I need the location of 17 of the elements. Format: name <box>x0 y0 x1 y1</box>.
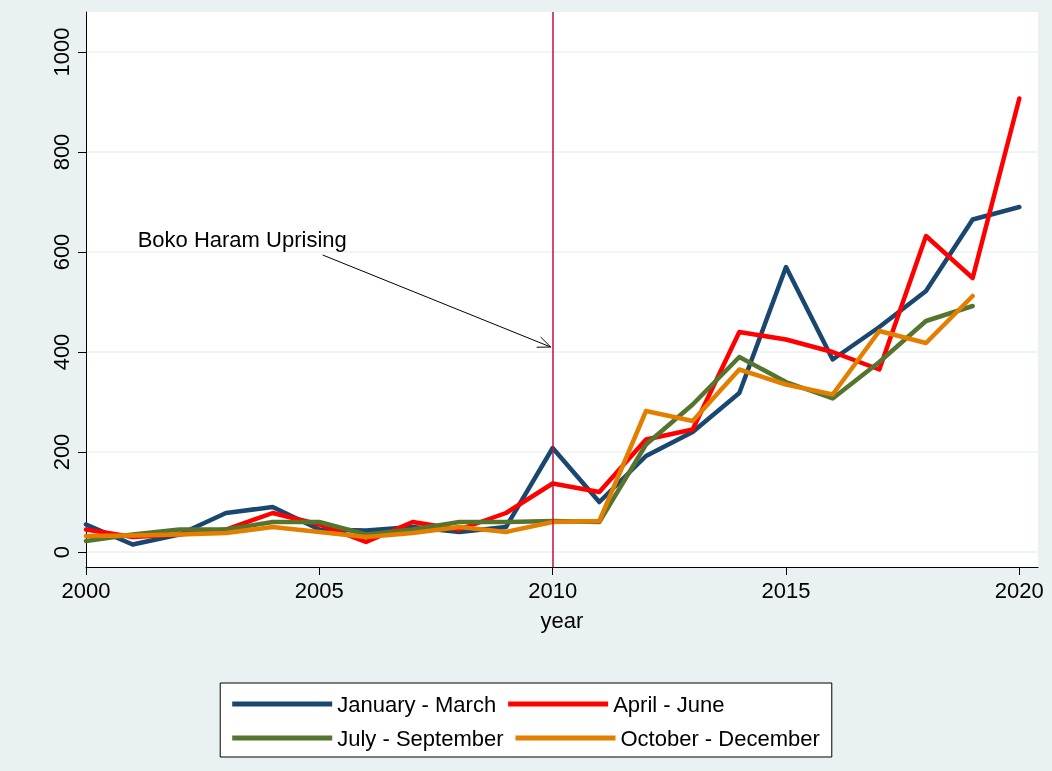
y-tick-label: 400 <box>48 333 74 371</box>
x-tick-label: 2000 <box>61 577 111 603</box>
y-tick-label: 200 <box>48 433 74 471</box>
y-tick-label: 800 <box>48 133 74 171</box>
y-tick-label: 0 <box>48 545 74 559</box>
legend-label: July - September <box>337 725 504 751</box>
y-tick-label: 1000 <box>48 27 74 77</box>
legend-label: October - December <box>620 725 820 751</box>
legend-label: April - June <box>613 691 725 717</box>
y-tick-label: 600 <box>48 233 74 271</box>
x-axis-title: year <box>540 607 584 633</box>
annotation: Boko Haram Uprising <box>137 226 347 252</box>
x-tick-label: 2005 <box>294 577 344 603</box>
x-tick-label: 2010 <box>528 577 578 603</box>
legend-label: January - March <box>337 691 497 717</box>
x-tick-label: 2020 <box>994 577 1044 603</box>
x-tick-label: 2015 <box>761 577 811 603</box>
